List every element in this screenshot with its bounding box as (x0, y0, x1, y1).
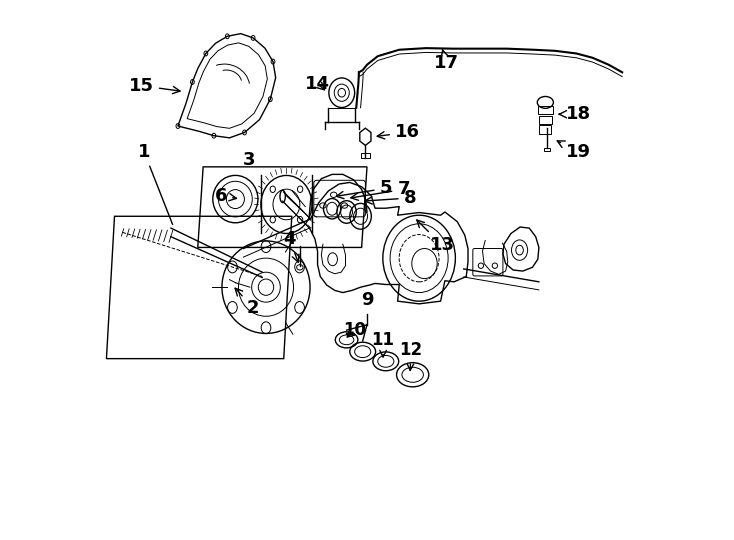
Text: 7: 7 (351, 180, 410, 200)
Text: 18: 18 (559, 105, 591, 123)
Text: 8: 8 (365, 189, 416, 207)
Text: 10: 10 (344, 321, 367, 339)
Text: 3: 3 (242, 151, 255, 169)
Text: 12: 12 (399, 341, 423, 370)
Text: 1: 1 (138, 143, 172, 225)
Bar (544, 147, 550, 151)
Text: 14: 14 (305, 75, 330, 92)
Text: 19: 19 (557, 141, 591, 161)
Bar (538, 106, 553, 114)
Bar (539, 116, 552, 124)
Bar (539, 125, 551, 133)
Text: 6: 6 (214, 187, 236, 205)
Text: 11: 11 (371, 331, 395, 357)
Text: 4: 4 (283, 230, 299, 262)
Text: 2: 2 (235, 288, 259, 316)
Text: 5: 5 (336, 179, 392, 199)
Bar (361, 153, 370, 158)
Text: 9: 9 (360, 291, 374, 309)
Text: 13: 13 (417, 220, 454, 254)
Text: 15: 15 (129, 77, 180, 94)
Text: 17: 17 (434, 49, 459, 72)
Text: 16: 16 (377, 124, 420, 141)
